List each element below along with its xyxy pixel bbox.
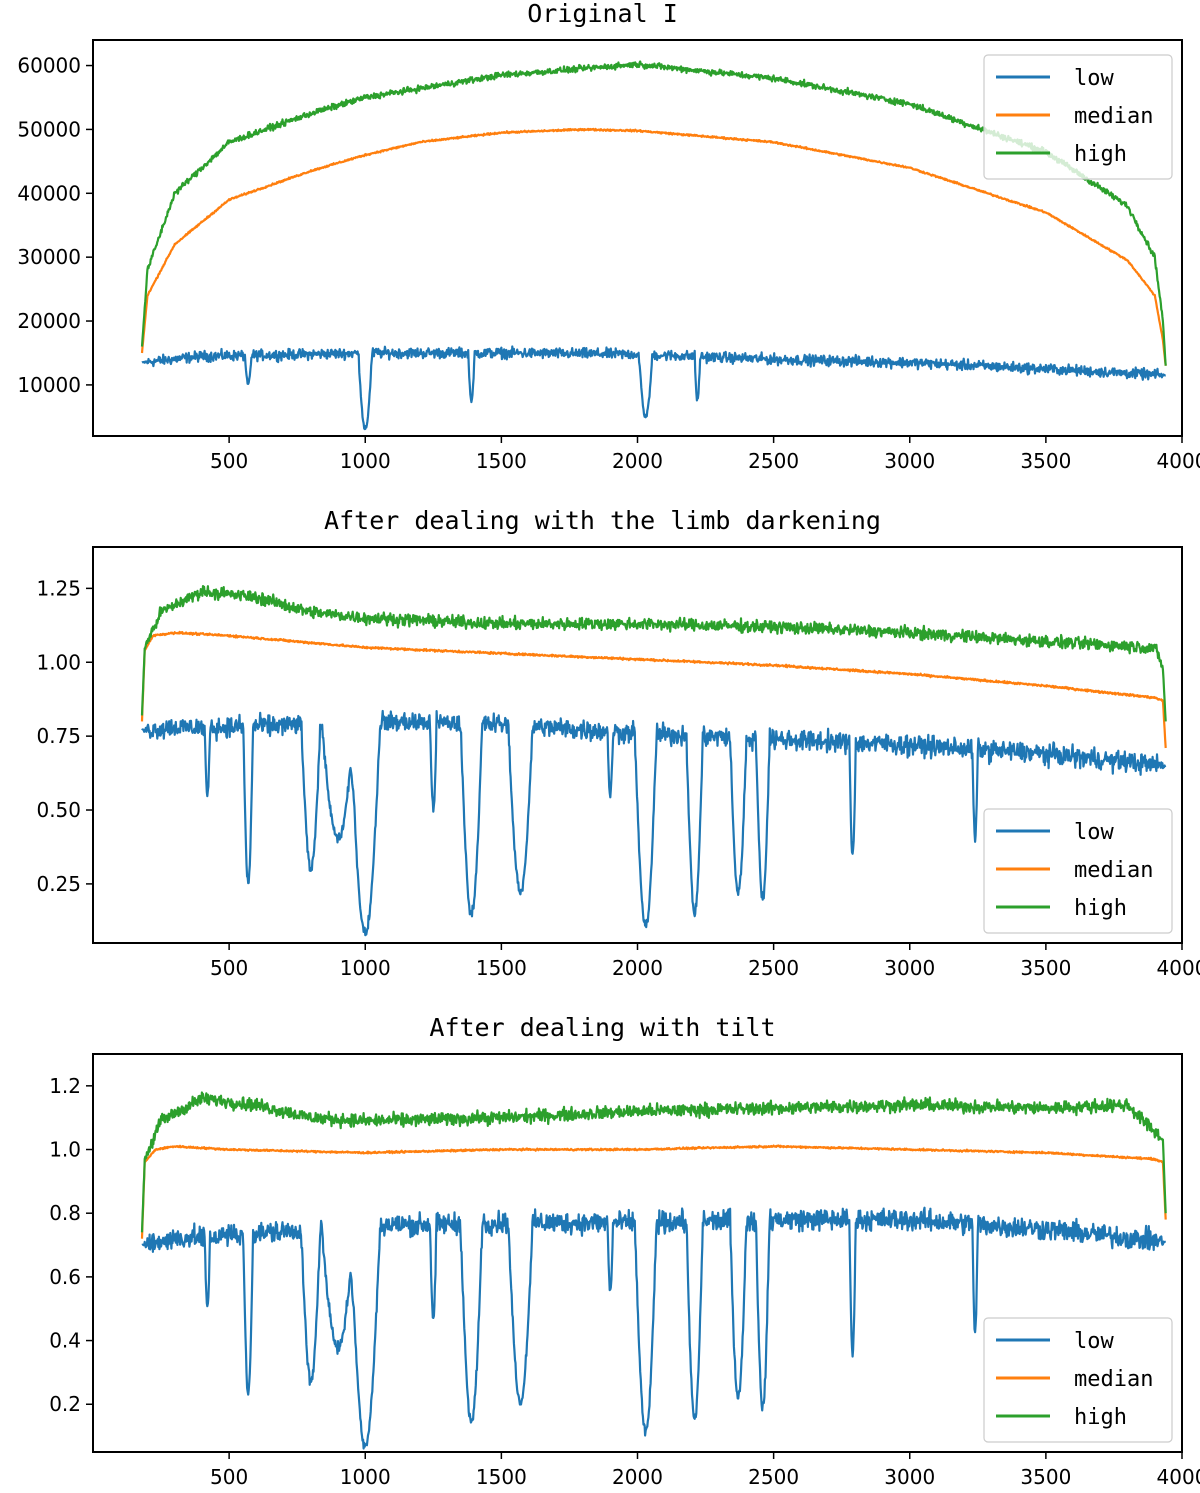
y-tick-label: 60000 bbox=[17, 54, 81, 78]
chart-title: Original I bbox=[527, 0, 678, 28]
legend-label-high: high bbox=[1074, 142, 1127, 167]
x-tick-label: 4000 bbox=[1157, 449, 1200, 473]
legend-box bbox=[983, 1317, 1173, 1443]
y-tick-label: 1.25 bbox=[36, 576, 81, 600]
y-tick-label: 1.00 bbox=[36, 650, 81, 674]
chart-title: After dealing with the limb darkening bbox=[324, 506, 881, 535]
y-tick-label: 0.4 bbox=[49, 1329, 81, 1353]
x-tick-label: 2000 bbox=[612, 956, 663, 980]
x-tick-label: 2500 bbox=[748, 956, 799, 980]
series-line-low bbox=[141, 709, 1167, 937]
series-line-low bbox=[141, 1206, 1167, 1450]
y-tick-label: 0.50 bbox=[36, 798, 81, 822]
series-group bbox=[140, 1091, 1167, 1450]
legend: low median high bbox=[983, 54, 1173, 180]
y-tick-label: 30000 bbox=[17, 245, 81, 269]
legend-label-low: low bbox=[1074, 66, 1114, 91]
y-tick-label: 20000 bbox=[17, 309, 81, 333]
x-tick-label: 2000 bbox=[612, 1465, 663, 1489]
x-tick-label: 1500 bbox=[476, 449, 527, 473]
series-line-low bbox=[141, 345, 1167, 431]
y-tick-label: 50000 bbox=[17, 117, 81, 141]
y-tick-label: 0.6 bbox=[49, 1265, 81, 1289]
series-group bbox=[140, 585, 1167, 937]
x-tick-label: 1500 bbox=[476, 1465, 527, 1489]
y-tick-label: 40000 bbox=[17, 181, 81, 205]
x-tick-label: 3500 bbox=[1020, 956, 1071, 980]
series-line-high bbox=[140, 585, 1167, 722]
y-tick-label: 0.25 bbox=[36, 872, 81, 896]
x-tick-label: 1000 bbox=[340, 956, 391, 980]
x-tick-label: 2500 bbox=[748, 1465, 799, 1489]
x-tick-label: 3000 bbox=[884, 956, 935, 980]
legend-label-median: median bbox=[1074, 104, 1153, 129]
x-tick-label: 2500 bbox=[748, 449, 799, 473]
chart-panel-2: After dealing with the limb darkening 500… bbox=[36, 506, 1200, 980]
y-tick-label: 0.75 bbox=[36, 724, 81, 748]
chart-panel-3: After dealing with tilt 500 1000 1500 2000 25… bbox=[49, 1013, 1200, 1489]
x-tick-label: 4000 bbox=[1157, 956, 1200, 980]
x-tick-label: 1500 bbox=[476, 956, 527, 980]
x-tick-label: 1000 bbox=[340, 1465, 391, 1489]
y-tick-label: 10000 bbox=[17, 373, 81, 397]
chart-title: After dealing with tilt bbox=[429, 1013, 775, 1042]
y-tick-label: 1.0 bbox=[49, 1138, 81, 1162]
x-tick-label: 500 bbox=[210, 1465, 248, 1489]
x-tick-label: 3000 bbox=[884, 1465, 935, 1489]
series-line-median bbox=[140, 1144, 1167, 1239]
x-tick-label: 1000 bbox=[340, 449, 391, 473]
x-tick-label: 2000 bbox=[612, 449, 663, 473]
legend: low median high bbox=[983, 808, 1173, 934]
series-line-median bbox=[140, 630, 1167, 749]
x-tick-label: 3000 bbox=[884, 449, 935, 473]
legend-label-high: high bbox=[1074, 896, 1127, 921]
series-line-median bbox=[140, 127, 1167, 366]
x-tick-label: 3500 bbox=[1020, 1465, 1071, 1489]
series-line-high bbox=[140, 1091, 1167, 1233]
legend-label-median: median bbox=[1074, 858, 1153, 883]
legend-label-high: high bbox=[1074, 1405, 1127, 1430]
legend-label-low: low bbox=[1074, 820, 1114, 845]
legend-box bbox=[983, 54, 1173, 180]
y-tick-label: 0.2 bbox=[49, 1392, 81, 1416]
y-tick-label: 0.8 bbox=[49, 1201, 81, 1225]
legend-label-low: low bbox=[1074, 1329, 1114, 1354]
x-tick-label: 4000 bbox=[1157, 1465, 1200, 1489]
x-tick-label: 3500 bbox=[1020, 449, 1071, 473]
chart-panel-1: Original I 500 1000 1500 2000 2500 3000 3500 400… bbox=[17, 0, 1200, 473]
legend-label-median: median bbox=[1074, 1367, 1153, 1392]
legend: low median high bbox=[983, 1317, 1173, 1443]
y-tick-label: 1.2 bbox=[49, 1074, 81, 1098]
legend-box bbox=[983, 808, 1173, 934]
x-tick-label: 500 bbox=[210, 449, 248, 473]
x-tick-label: 500 bbox=[210, 956, 248, 980]
